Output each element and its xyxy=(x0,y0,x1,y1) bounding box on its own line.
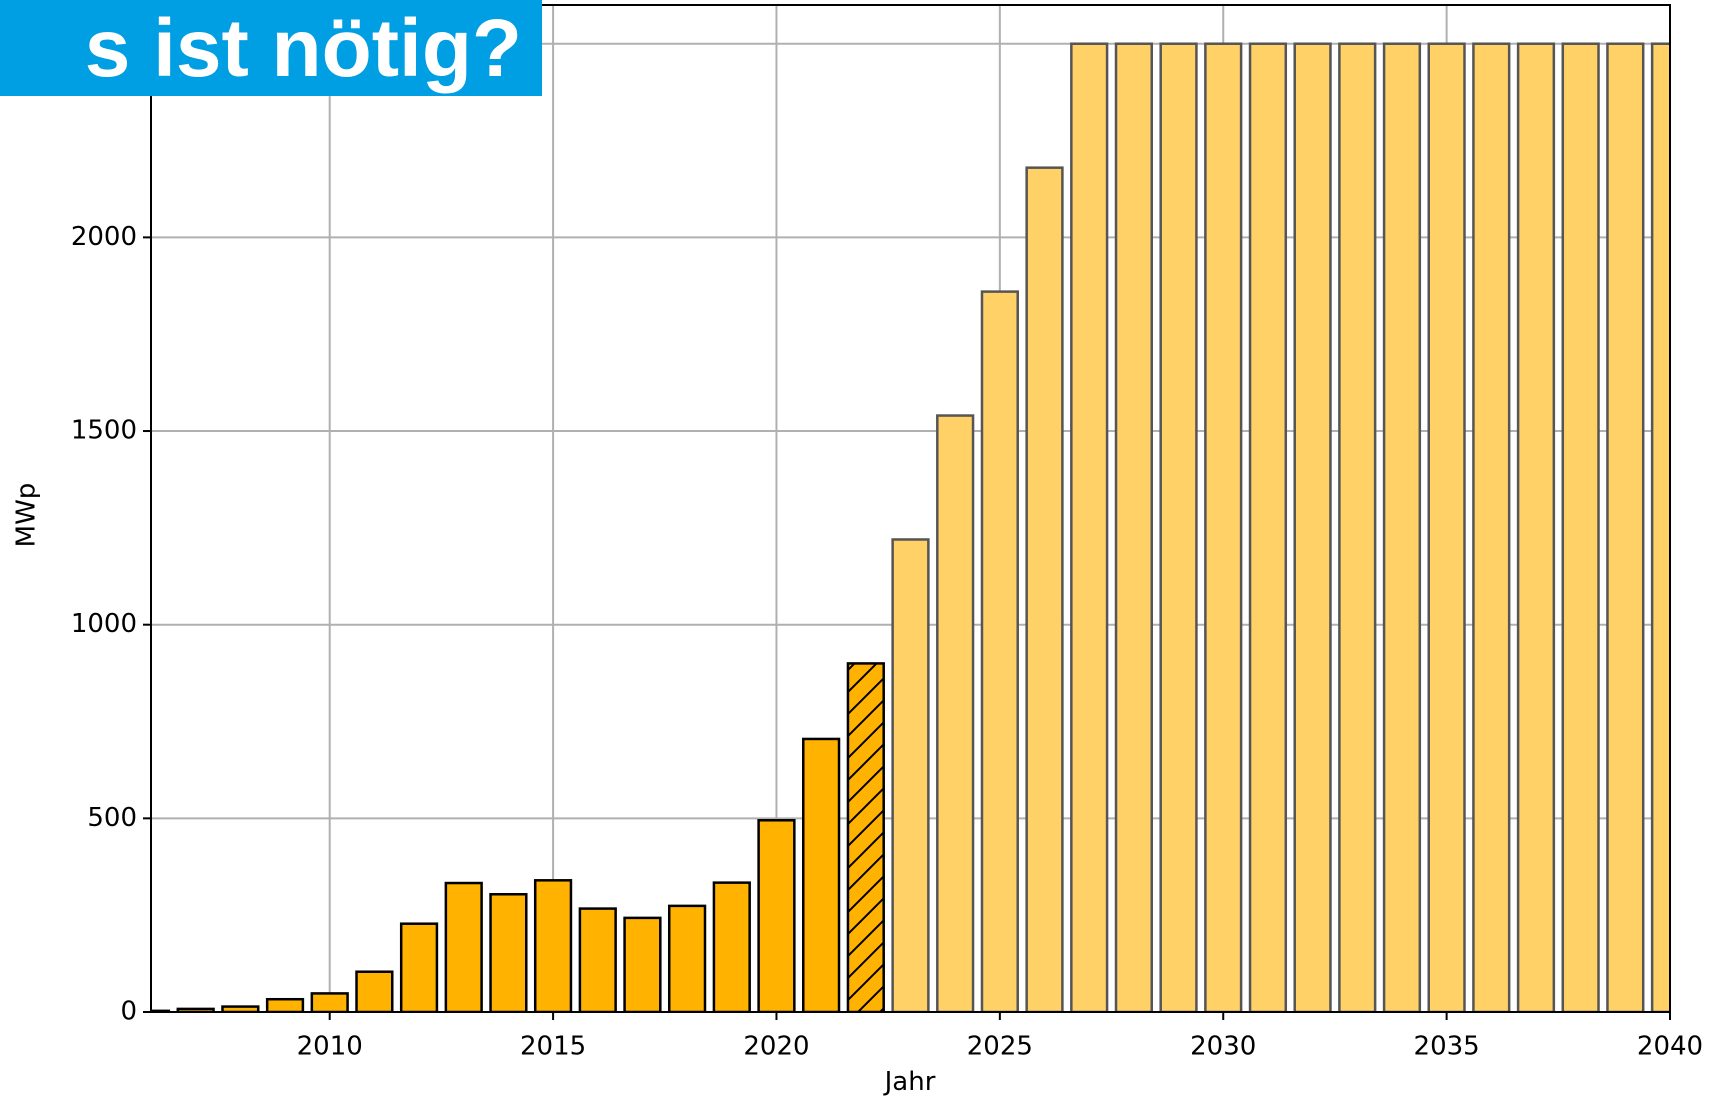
bar xyxy=(1472,42,1511,1012)
x-tick-label: 2025 xyxy=(967,1032,1033,1062)
bar xyxy=(1114,42,1154,1012)
bar xyxy=(667,904,707,1012)
bar xyxy=(1561,42,1600,1012)
bar xyxy=(1606,42,1645,1012)
bar xyxy=(623,916,662,1012)
x-tick-label: 2010 xyxy=(297,1032,363,1062)
y-tick-label: 0 xyxy=(120,997,137,1027)
y-tick-label: 500 xyxy=(87,803,137,833)
bar xyxy=(1159,42,1198,1012)
bar xyxy=(757,819,796,1012)
banner xyxy=(0,0,542,96)
bar xyxy=(176,1007,215,1012)
bar xyxy=(1516,42,1556,1012)
bar xyxy=(355,970,394,1012)
x-tick-label: 2015 xyxy=(520,1032,586,1062)
x-tick-label: 2020 xyxy=(743,1032,809,1062)
bar xyxy=(444,881,483,1012)
y-axis-label: MWp xyxy=(12,483,42,548)
bar xyxy=(399,922,439,1012)
bar xyxy=(936,414,975,1012)
bar xyxy=(1025,166,1064,1012)
y-tick-label: 1500 xyxy=(71,416,137,446)
bar xyxy=(310,992,349,1012)
y-tick-label: 1000 xyxy=(71,609,137,639)
bar xyxy=(489,893,528,1012)
bar xyxy=(1338,42,1377,1012)
bar xyxy=(712,881,751,1012)
x-tick-label: 2030 xyxy=(1190,1032,1256,1062)
plot-frame xyxy=(150,4,1671,1013)
bar xyxy=(1427,42,1466,1012)
bar xyxy=(533,879,573,1012)
bar xyxy=(265,997,305,1012)
bar xyxy=(1070,42,1109,1012)
banner-title: s ist nötig? xyxy=(85,3,522,94)
bar xyxy=(846,662,885,1012)
x-axis-label: Jahr xyxy=(883,1067,936,1097)
bar xyxy=(1204,42,1243,1012)
bar xyxy=(891,538,930,1012)
bar xyxy=(1293,42,1332,1012)
bar xyxy=(578,907,617,1012)
bar xyxy=(221,1005,260,1012)
x-tick-label: 2035 xyxy=(1414,1032,1480,1062)
bar xyxy=(980,290,1019,1012)
y-tick-label: 2000 xyxy=(71,222,137,252)
bar xyxy=(802,737,841,1012)
x-tick-label: 2040 xyxy=(1637,1032,1703,1062)
bar xyxy=(1382,42,1422,1012)
bar xyxy=(1248,42,1288,1012)
